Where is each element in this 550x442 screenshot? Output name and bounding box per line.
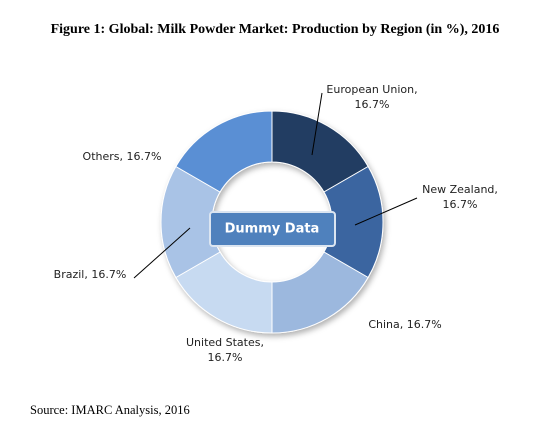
data-label: New Zealand, 16.7% bbox=[422, 183, 498, 211]
annotation: Dummy Data bbox=[225, 222, 320, 237]
data-label: European Union, 16.7% bbox=[326, 83, 417, 111]
labels: European Union, 16.7% New Zealand, 16.7% Chi… bbox=[54, 83, 498, 364]
annotation-box bbox=[209, 211, 336, 247]
slice bbox=[175, 110, 273, 193]
data-label: China, 16.7% bbox=[368, 318, 441, 331]
data-label: Brazil, 16.7% bbox=[54, 268, 127, 281]
leader-line bbox=[354, 197, 418, 226]
data-label: Others, 16.7% bbox=[83, 150, 162, 163]
leader-line bbox=[311, 92, 323, 156]
data-label: United States, 16.7% bbox=[186, 336, 264, 364]
source: Source: IMARC Analysis, 2016 bbox=[30, 403, 190, 417]
leader-line bbox=[133, 227, 191, 279]
chart-title: Figure 1: Global: Milk Powder Market: Pr… bbox=[51, 22, 500, 37]
